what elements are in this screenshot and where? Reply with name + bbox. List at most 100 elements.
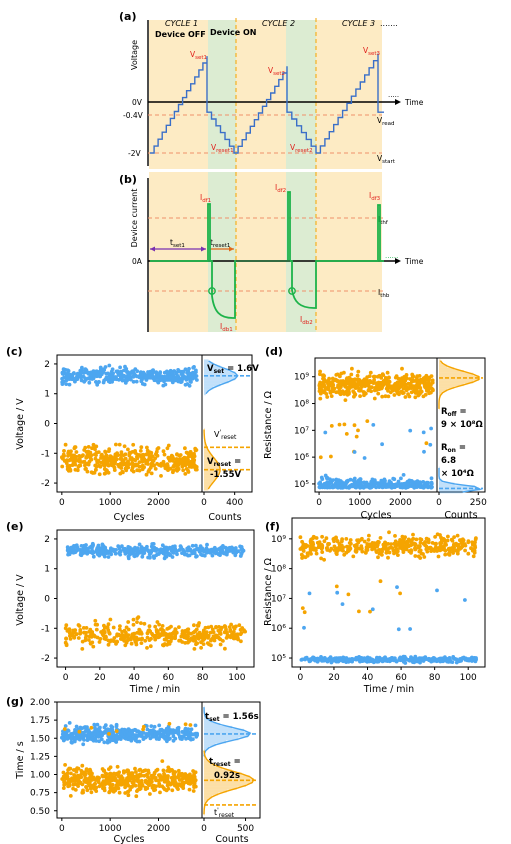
data-point-vset: [134, 379, 139, 384]
data-point-ron: [299, 658, 304, 662]
data-point-vreset: [209, 624, 214, 629]
data-point-vreset: [154, 628, 159, 632]
data-point-roff: [374, 550, 379, 554]
data-point-treset: [137, 768, 142, 772]
data-point-vreset: [228, 629, 233, 633]
hist-bar: [204, 392, 206, 396]
data-point-treset: [84, 785, 89, 790]
kde-curve: [203, 707, 252, 757]
data-point-vset: [135, 546, 140, 550]
data-point-roff: [346, 592, 351, 597]
data-point-roff: [305, 544, 310, 548]
x-tick-label: 20: [94, 673, 106, 683]
data-point-ron: [453, 657, 457, 661]
data-point-treset: [101, 779, 106, 784]
data-point-roff: [378, 579, 383, 584]
bg-cycle1-on: [208, 172, 236, 332]
data-point-vset: [178, 378, 182, 383]
data-point-roff: [376, 391, 381, 396]
data-point-vset: [123, 364, 127, 369]
data-point-roff: [413, 384, 418, 388]
h-ticks: 0 500: [201, 818, 254, 834]
bg-cycle1-on: [208, 20, 236, 169]
data-point-treset: [74, 769, 79, 774]
data-point-vreset: [185, 455, 190, 460]
data-point-vset: [118, 376, 123, 380]
data-point-vreset: [122, 639, 127, 643]
data-point-roff: [461, 542, 466, 547]
data-point-roff: [398, 546, 402, 550]
data-point-vset: [221, 544, 225, 548]
data-point-treset: [192, 775, 197, 779]
data-point-roff: [337, 422, 342, 427]
data-point-vset: [225, 551, 229, 555]
y-axis-label: Time / s: [15, 741, 26, 779]
data-point-treset: [153, 776, 158, 780]
data-point-vset: [122, 368, 126, 373]
data-point-vset: [131, 379, 136, 384]
data-point-vreset: [134, 640, 138, 645]
hist-bar: [204, 442, 206, 446]
data-point-vset: [205, 542, 209, 547]
y-tick-label: 1.75: [30, 716, 50, 726]
data-point-ron: [417, 482, 422, 487]
data-point-vset: [117, 551, 122, 555]
data-point-tset: [183, 726, 188, 731]
hist-bar: [204, 717, 208, 721]
data-point-roff: [300, 606, 305, 610]
data-point-treset: [176, 787, 180, 791]
data-point-vreset: [238, 632, 243, 637]
x-tick-label: 0: [59, 498, 65, 508]
data-point-tset: [194, 732, 198, 737]
data-point-treset: [175, 775, 180, 780]
data-point-tset: [168, 736, 172, 741]
data-point-treset: [117, 774, 121, 779]
data-point-roff: [329, 424, 334, 428]
treset-prime-annotation: t'reset: [214, 807, 235, 819]
kde-curve: [205, 360, 239, 395]
data-point-roff: [426, 384, 431, 389]
data-point-vreset: [156, 446, 161, 450]
data-point-vset: [140, 554, 145, 559]
data-point-treset: [141, 724, 146, 729]
data-point-tset: [67, 721, 72, 725]
arrow-head: [229, 246, 234, 252]
data-point-vreset: [139, 445, 144, 450]
data-point-roff: [354, 549, 359, 553]
hist-bar: [204, 775, 250, 779]
data-point-treset: [191, 769, 196, 773]
y-ticks: 10⁹ 10⁸ 10⁷ 10⁶ 10⁵: [271, 535, 292, 664]
data-point-vreset: [191, 456, 195, 461]
data-point-vreset: [183, 629, 188, 634]
data-point-ron: [435, 588, 439, 593]
data-point-roff: [312, 546, 317, 551]
data-point-vreset: [181, 468, 186, 473]
data-point-tset: [134, 736, 138, 741]
hist-bar: [204, 487, 209, 491]
data-point-vreset: [136, 615, 141, 619]
data-point-ron: [358, 482, 363, 487]
data-point-treset: [146, 771, 151, 775]
data-point-vset: [233, 546, 238, 550]
data-point-vreset: [204, 632, 209, 636]
data-point-roff: [325, 548, 330, 552]
data-point-vset: [135, 369, 140, 374]
data-point-treset: [188, 782, 193, 786]
data-point-vreset: [159, 464, 164, 468]
data-point-roff: [368, 370, 373, 375]
data-point-roff: [454, 548, 458, 553]
data-point-vreset: [93, 447, 97, 452]
hist-bar: [439, 487, 481, 491]
data-point-vreset: [220, 625, 224, 630]
data-point-roff: [367, 533, 371, 538]
data-point-treset: [68, 766, 73, 771]
data-point-treset: [123, 785, 127, 790]
data-point-ron: [408, 428, 413, 433]
data-point-vreset: [139, 621, 143, 625]
data-point-roff: [371, 374, 376, 379]
data-point-treset: [117, 770, 121, 775]
data-point-vset: [133, 545, 137, 550]
data-point-tset: [78, 734, 82, 738]
data-point-ron: [415, 479, 420, 484]
data-point-vset: [109, 374, 114, 379]
